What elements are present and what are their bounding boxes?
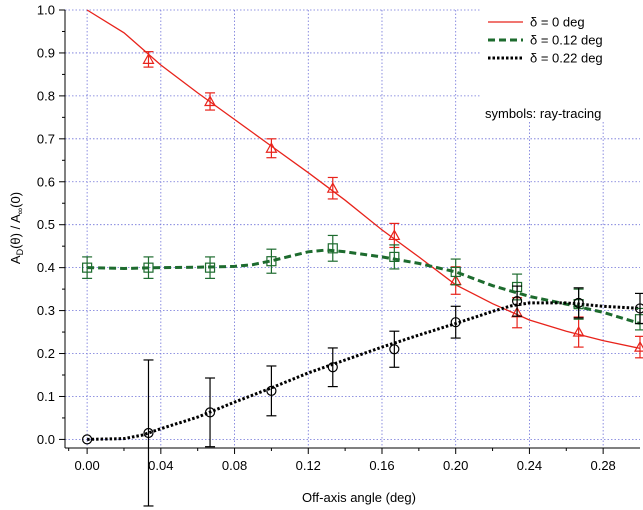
y-axis-title-sub1: D: [15, 248, 25, 255]
data-point-triangle: [204, 95, 217, 107]
data-point-triangle: [142, 53, 155, 64]
y-tick-label: 0.3: [37, 303, 55, 318]
y-tick-label: 1.0: [37, 3, 55, 18]
x-tick-label: 0.00: [74, 458, 99, 473]
x-tick-label: 0.20: [443, 458, 468, 473]
y-axis-title: AD(θ) / A∞(0): [8, 192, 25, 264]
data-point-triangle: [326, 181, 339, 193]
series-line-3: [87, 301, 641, 441]
x-tick-label: 0.12: [296, 458, 321, 473]
legend-note: symbols: ray-tracing: [485, 106, 601, 121]
y-axis-title-mid: (θ) / A: [8, 214, 23, 249]
legend-label-2: δ = 0.12 deg: [530, 33, 603, 48]
legend-background: [480, 8, 640, 120]
y-axis-title-end: (0): [8, 192, 23, 208]
y-tick-label: 0.7: [37, 131, 55, 146]
axes: 0.00 0.04 0.08 0.12 0.16 0.20 0.24 0.28 0.0 0.1 0.…: [37, 3, 640, 473]
data-point-circle: [82, 434, 93, 445]
y-tick-label: 0.6: [37, 174, 55, 189]
data-point-square: [204, 262, 216, 273]
y-tick-label: 0.0: [37, 432, 55, 447]
y-axis-title-sub2: ∞: [15, 208, 25, 214]
legend-label-3: δ = 0.22 deg: [530, 51, 603, 66]
x-tick-label: 0.04: [148, 458, 173, 473]
data-point-circle: [143, 427, 154, 439]
y-tick-label: 0.4: [37, 260, 55, 275]
data-point-square: [450, 266, 461, 278]
data-point-circle: [573, 297, 584, 308]
data-point-circle: [511, 296, 523, 307]
x-tick-label: 0.28: [590, 458, 615, 473]
data-point-triangle: [633, 340, 643, 352]
x-tick-label: 0.24: [517, 458, 542, 473]
x-axis-title: Off-axis angle (deg): [302, 490, 416, 505]
data-point-circle: [450, 317, 461, 328]
data-point-square: [389, 251, 400, 263]
data-point-circle: [204, 407, 216, 418]
data-point-circle: [266, 385, 277, 396]
x-tick-label: 0.16: [369, 458, 394, 473]
data-point-triangle: [388, 229, 401, 241]
data-point-triangle: [572, 325, 585, 337]
y-tick-label: 0.9: [37, 45, 55, 60]
curve-layer: [86, 9, 641, 441]
series-line-2: [87, 248, 641, 325]
x-tick-label: 0.08: [222, 458, 247, 473]
data-point-square: [82, 262, 93, 273]
y-tick-label: 0.5: [37, 217, 55, 232]
legend: δ = 0 deg δ = 0.12 deg δ = 0.22 deg symbols…: [480, 8, 640, 121]
marker-layer: [82, 51, 643, 507]
data-point-triangle: [265, 142, 278, 153]
data-point-circle: [327, 362, 338, 373]
y-tick-label: 0.1: [37, 389, 55, 404]
data-point-square: [266, 256, 277, 267]
y-tick-label: 0.8: [37, 88, 55, 103]
data-point-circle: [634, 303, 643, 314]
data-point-square: [327, 243, 338, 254]
y-tick-label: 0.2: [37, 346, 55, 361]
legend-label-1: δ = 0 deg: [530, 15, 585, 30]
data-point-circle: [389, 344, 400, 355]
y-axis-title-main: A: [8, 255, 23, 264]
series-line-1: [86, 9, 641, 350]
grid: [65, 9, 640, 448]
data-point-square: [143, 262, 154, 273]
